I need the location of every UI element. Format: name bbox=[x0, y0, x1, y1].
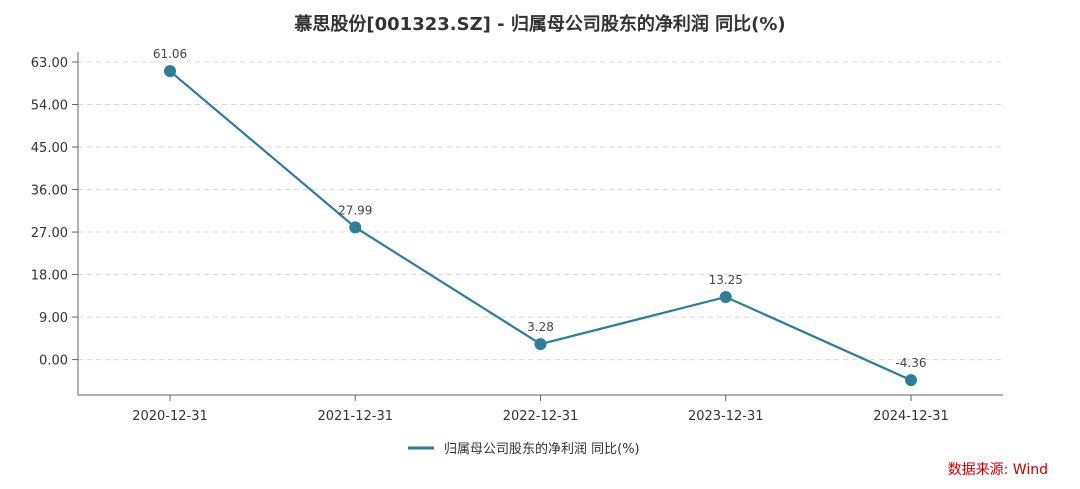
legend-label: 归属母公司股东的净利润 同比(%) bbox=[444, 441, 640, 457]
data-label: 13.25 bbox=[709, 273, 743, 287]
y-tick-label: 36.00 bbox=[31, 184, 68, 199]
data-label: -4.36 bbox=[895, 356, 926, 370]
x-tick-label: 2022-12-31 bbox=[503, 409, 579, 424]
x-tick-label: 2024-12-31 bbox=[873, 409, 949, 424]
series-group: 61.06 27.99 3.28 13.25 -4.36 bbox=[153, 47, 927, 387]
data-point bbox=[719, 290, 732, 303]
y-tick-label: 18.00 bbox=[31, 269, 68, 284]
y-tick-label: 0.00 bbox=[39, 354, 68, 369]
data-label: 61.06 bbox=[153, 47, 187, 61]
data-label: 3.28 bbox=[527, 320, 554, 334]
y-tick-label: 9.00 bbox=[39, 311, 68, 326]
data-point bbox=[905, 374, 917, 387]
legend: 归属母公司股东的净利润 同比(%) bbox=[408, 441, 640, 457]
chart-title: 慕思股份[001323.SZ] - 归属母公司股东的净利润 同比(%) bbox=[294, 13, 785, 35]
y-tick-label: 63.00 bbox=[31, 56, 68, 71]
data-label: 27.99 bbox=[338, 203, 372, 217]
y-tick-label: 45.00 bbox=[31, 141, 68, 156]
data-point bbox=[164, 65, 176, 78]
source-label: 数据来源: Wind bbox=[948, 462, 1048, 478]
y-tick-label: 54.00 bbox=[31, 99, 68, 114]
y-axis-ticks: 0.00 9.00 18.00 27.00 36.00 45.00 54.00 63.00 bbox=[31, 56, 78, 369]
data-point bbox=[349, 221, 362, 234]
x-axis-ticks: 2020-12-31 2021-12-31 2022-12-31 2023-12-31… bbox=[132, 395, 949, 424]
data-point bbox=[534, 338, 547, 351]
x-tick-label: 2023-12-31 bbox=[688, 409, 764, 424]
x-tick-label: 2020-12-31 bbox=[132, 409, 208, 424]
grid-lines bbox=[78, 61, 1003, 361]
x-tick-label: 2021-12-31 bbox=[317, 409, 393, 424]
y-tick-label: 27.00 bbox=[31, 226, 68, 241]
